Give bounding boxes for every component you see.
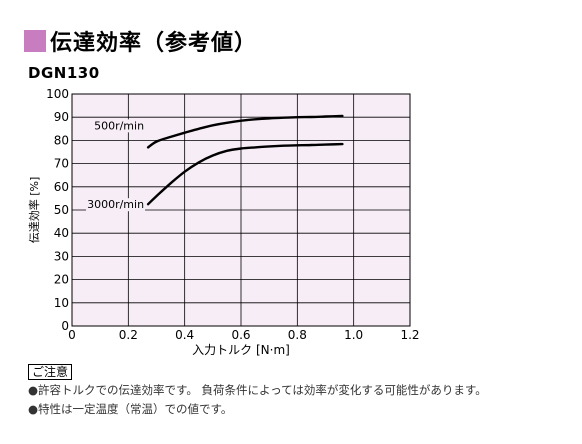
y-tick-label: 90 [54,110,69,124]
note-item-2: ●特性は一定温度（常温）での値です。 [28,402,233,416]
y-tick-label: 80 [54,133,69,147]
notes-heading: ご注意 [28,364,73,380]
x-axis-label: 入力トルク [N·m] [192,343,290,357]
series-lines: 500r/min 3000r/min [86,114,344,212]
title-square-icon [24,30,46,52]
series-line-1 [146,142,344,206]
y-tick-label: 60 [54,180,69,194]
x-tick-label: 0.2 [119,328,138,342]
series-label-bg-1 [86,198,146,212]
y-tick-label: 70 [54,157,69,171]
y-tick-label: 30 [54,249,69,263]
x-tick-label: 0.8 [288,328,307,342]
x-tick-label: 0.6 [231,328,250,342]
y-tick-label: 50 [54,203,69,217]
x-tick-label: 0 [68,328,76,342]
y-tick-label: 100 [46,87,69,101]
y-tick-label: 40 [54,226,69,240]
y-axis-label: 伝達効率 [%] [27,177,41,244]
note-item-1: ●許容トルクでの伝達効率です。 負荷条件によっては効率が変化する可能性があります… [28,383,487,397]
series-line-0 [146,114,344,149]
x-tick-label: 1.0 [344,328,363,342]
y-tick-label: 20 [54,273,69,287]
y-tick-label: 0 [61,319,69,333]
x-tick-label: 0.4 [175,328,194,342]
series-label-1: 3000r/min [87,198,144,211]
series-label-bg-0 [93,119,146,133]
page-title: 伝達効率（参考値） [50,31,258,56]
x-tick-label: 1.2 [400,328,419,342]
y-tick-label: 10 [54,296,69,310]
model-name: DGN130 [28,64,100,82]
y-tick-labels: 0 10 20 30 40 50 60 70 80 90 100 [46,87,69,333]
title-block: 伝達効率（参考値） [24,26,257,56]
plot-frame [71,93,411,327]
series-label-0: 500r/min [94,119,144,132]
x-tick-labels: 0 0.2 0.4 0.6 0.8 1.0 1.2 [68,328,419,342]
